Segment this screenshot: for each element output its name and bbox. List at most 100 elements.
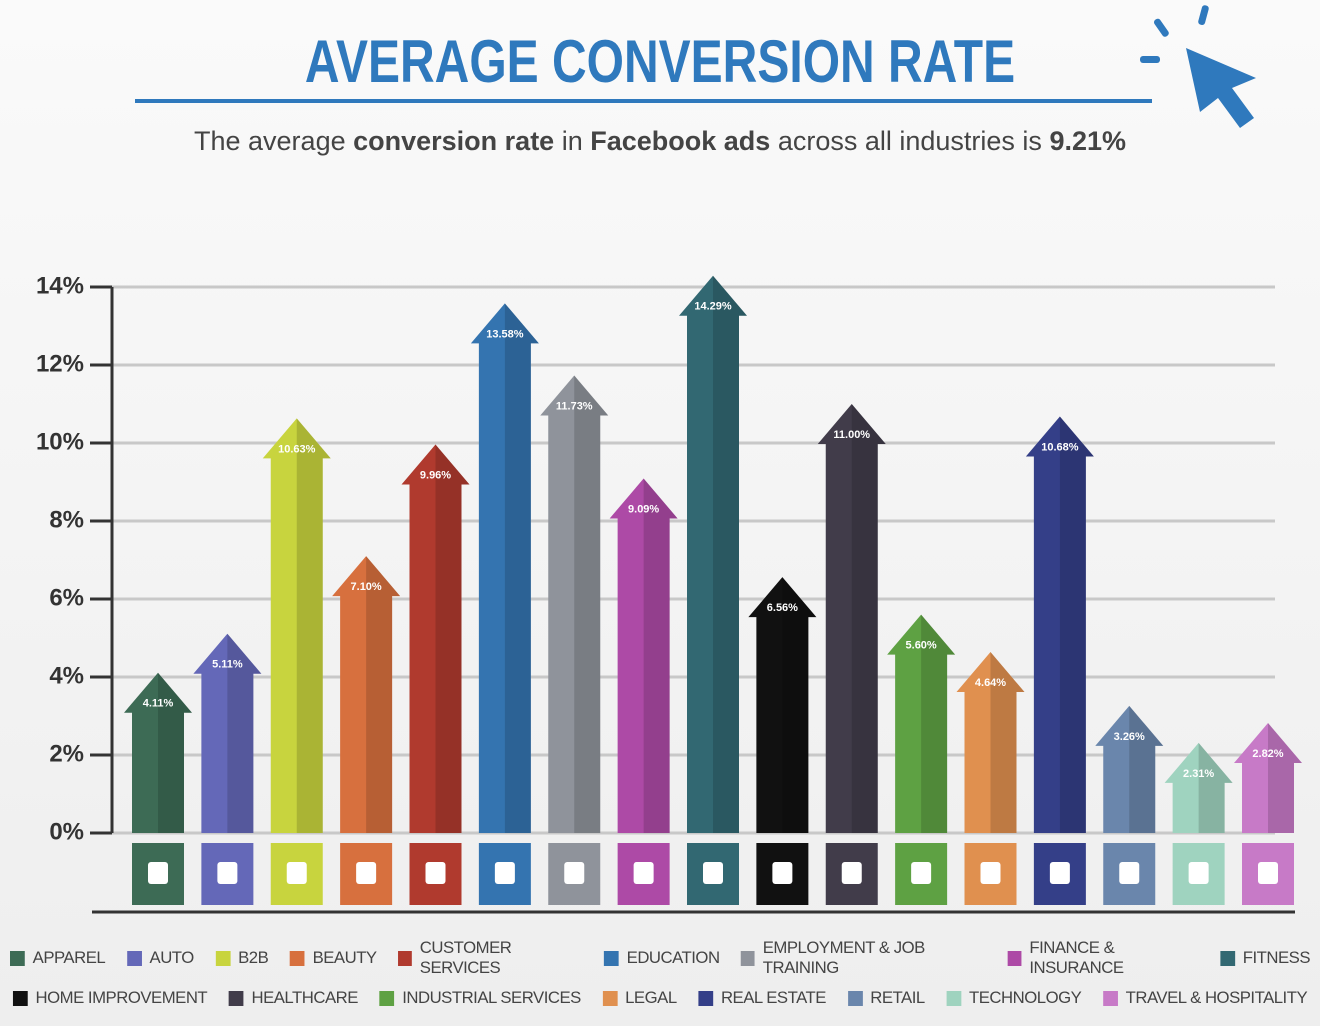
icon-glyph — [1188, 862, 1209, 884]
value-label: 7.10% — [351, 581, 382, 593]
arrow-bar — [956, 652, 1025, 833]
arrow-shade — [158, 672, 192, 833]
arrow-bar — [124, 672, 192, 833]
legend-item: TRAVEL & HOSPITALITY — [1102, 988, 1308, 1008]
icon-glyph — [703, 862, 723, 884]
legend-row: APPAREL AUTO B2B BEAUTY CUSTOMER SERVICES EDU… — [10, 938, 1311, 978]
legend-label: CUSTOMER SERVICES — [419, 938, 512, 977]
legend-label: AUTO — [149, 948, 195, 967]
legend-label: EMPLOYMENT & JOB TRAINING — [762, 938, 926, 977]
value-label: 5.11% — [212, 659, 243, 671]
y-tick-label: 10% — [36, 428, 84, 455]
legend-row: HOME IMPROVEMENT HEALTHCARE INDUSTRIAL SER… — [10, 978, 1310, 1018]
arrow-bar — [679, 275, 747, 833]
arrow-bar — [609, 478, 678, 833]
value-label: 10.63% — [278, 443, 316, 455]
icon-glyph — [356, 862, 377, 884]
legend-item: HOME IMPROVEMENT — [12, 988, 208, 1008]
value-label: 13.58% — [486, 328, 524, 340]
subtitle-part: The average — [194, 126, 346, 156]
icon-glyph — [286, 862, 307, 884]
arrow-shade — [921, 614, 956, 833]
legend-swatch — [10, 950, 25, 966]
legend-label: EDUCATION — [626, 948, 720, 967]
legend-label: FITNESS — [1242, 948, 1311, 967]
y-tick-label: 0% — [49, 818, 84, 845]
legend-swatch — [1102, 990, 1118, 1006]
value-label: 4.64% — [975, 677, 1006, 689]
arrow-bar — [1095, 705, 1164, 833]
icon-glyph — [1119, 862, 1140, 884]
subtitle-part: 9.21% — [1049, 126, 1126, 156]
arrow-shade — [1198, 742, 1233, 833]
arrow-shade — [435, 444, 470, 833]
legend-swatch — [126, 950, 142, 966]
legend-item: FINANCE & INSURANCE — [1007, 938, 1199, 978]
legend-label: LEGAL — [625, 988, 677, 1007]
icon-glyph — [217, 862, 238, 884]
arrow-bar — [193, 633, 262, 833]
value-label: 11.00% — [833, 429, 870, 441]
legend-label: BEAUTY — [312, 948, 378, 967]
legend-item: FITNESS — [1220, 948, 1311, 968]
subtitle-part: Facebook ads — [590, 126, 771, 156]
legend-label: APPAREL — [32, 948, 106, 967]
y-tick-label: 14% — [36, 272, 84, 299]
icon-glyph — [148, 862, 168, 884]
arrow-bar — [817, 404, 886, 833]
y-tick-label: 8% — [49, 506, 84, 533]
icon-glyph — [1258, 862, 1278, 884]
y-tick-label: 12% — [36, 350, 84, 377]
value-label: 2.31% — [1183, 768, 1214, 780]
legend-swatch — [847, 990, 863, 1006]
legend-label: FINANCE & INSURANCE — [1029, 938, 1124, 977]
value-label: 9.96% — [420, 470, 451, 482]
value-label: 9.09% — [628, 503, 659, 515]
arrow-bar — [1234, 723, 1302, 833]
arrow-shade — [1268, 723, 1302, 833]
legend-item: LEGAL — [602, 988, 677, 1008]
subtitle-part: in — [561, 126, 583, 156]
legend-item: RETAIL — [847, 988, 925, 1008]
legend-item: EDUCATION — [603, 948, 720, 968]
arrow-bar — [887, 614, 956, 833]
legend-swatch — [602, 990, 618, 1006]
legend-label: RETAIL — [870, 988, 925, 1007]
legend-label: REAL ESTATE — [720, 988, 826, 1007]
arrow-shade — [366, 556, 401, 833]
legend-swatch — [215, 950, 231, 966]
icon-glyph — [911, 862, 932, 884]
legend-label: TECHNOLOGY — [969, 988, 1082, 1007]
legend-item: INDUSTRIAL SERVICES — [379, 988, 581, 1008]
arrow-shade — [296, 418, 331, 833]
icon-glyph — [425, 862, 446, 884]
arrow-bar — [748, 577, 817, 833]
legend-swatch — [289, 950, 305, 966]
arrow-bar — [332, 556, 401, 833]
icon-glyph — [772, 862, 793, 884]
arrow-bar — [470, 303, 539, 833]
legend-label: INDUSTRIAL SERVICES — [402, 988, 581, 1007]
arrow-bar — [1164, 742, 1233, 833]
legend-swatch — [603, 950, 619, 966]
legend-item: REAL ESTATE — [698, 988, 826, 1008]
legend-swatch — [398, 950, 412, 966]
legend-swatch — [12, 990, 28, 1006]
y-tick-label: 2% — [49, 740, 84, 767]
arrow-bar — [401, 444, 470, 833]
subtitle-part: across all industries is — [777, 126, 1042, 156]
arrow-shade — [574, 375, 609, 833]
legend-label: B2B — [238, 948, 269, 967]
legend-item: CUSTOMER SERVICES — [398, 938, 582, 978]
cursor-icon — [1140, 5, 1256, 128]
subtitle-part: conversion rate — [353, 126, 555, 156]
legend-item: BEAUTY — [289, 948, 378, 968]
icon-glyph — [1049, 862, 1070, 884]
arrow-shade — [504, 303, 539, 833]
legend: APPAREL AUTO B2B BEAUTY CUSTOMER SERVICES EDU… — [0, 938, 1320, 1018]
icon-glyph — [980, 862, 1001, 884]
arrow-shade — [1129, 705, 1164, 833]
arrow-shade — [643, 478, 678, 833]
legend-swatch — [946, 990, 962, 1006]
